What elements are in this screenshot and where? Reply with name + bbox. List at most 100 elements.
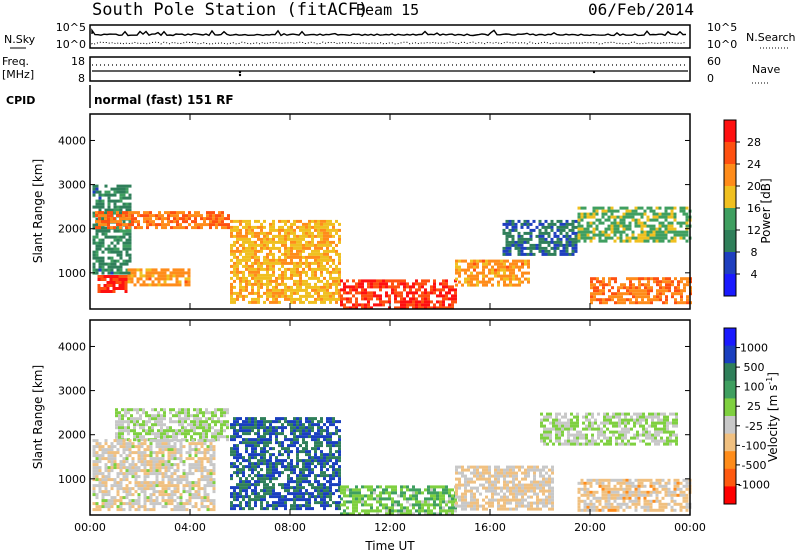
scatter-region xyxy=(455,465,554,511)
scatter-cell xyxy=(520,249,524,253)
scatter-cell xyxy=(101,475,105,479)
scatter-cell xyxy=(164,445,168,449)
scatter-cell xyxy=(130,277,134,281)
scatter-cell xyxy=(143,493,147,497)
scatter-cell xyxy=(323,453,326,457)
scatter-cell xyxy=(509,271,512,275)
scatter-cell xyxy=(106,290,110,293)
scatter-cell xyxy=(602,301,605,305)
scatter-cell xyxy=(164,502,168,506)
scatter-cell xyxy=(512,489,515,493)
scatter-cell xyxy=(209,475,213,479)
scatter-cell xyxy=(239,294,242,298)
scatter-cell xyxy=(125,253,129,257)
scatter-cell xyxy=(680,295,683,299)
scatter-cell xyxy=(182,490,186,494)
scatter-cell xyxy=(311,462,314,466)
scatter-cell xyxy=(263,291,266,295)
scatter-cell xyxy=(314,417,317,421)
scatter-cell xyxy=(266,444,269,448)
scatter-cell xyxy=(154,417,157,421)
scatter-cell xyxy=(239,492,242,496)
scatter-cell xyxy=(275,285,278,289)
scatter-cell xyxy=(590,283,593,287)
scatter-cell xyxy=(604,236,608,240)
scatter-cell xyxy=(674,277,677,281)
scatter-cell xyxy=(170,490,174,494)
scatter-cell xyxy=(122,451,126,455)
scatter-cell xyxy=(577,227,581,231)
scatter-cell xyxy=(184,408,187,412)
scatter-cell xyxy=(343,491,346,495)
scatter-cell xyxy=(323,237,326,241)
scatter-cell xyxy=(673,233,677,237)
scatter-cell xyxy=(521,274,524,278)
scatter-cell xyxy=(326,468,329,472)
scatter-cell xyxy=(418,488,421,492)
scatter-cell xyxy=(430,503,433,507)
scatter-cell xyxy=(538,234,542,238)
scatter-region xyxy=(230,417,341,511)
scatter-cell xyxy=(343,303,346,307)
scatter-cell xyxy=(604,212,608,216)
scatter-cell xyxy=(205,426,208,430)
scatter-cell xyxy=(517,219,521,223)
scatter-cell xyxy=(230,504,233,508)
scatter-cell xyxy=(266,426,269,430)
scatter-cell xyxy=(412,285,415,289)
scatter-cell xyxy=(619,239,623,243)
scatter-cell xyxy=(506,283,509,287)
scatter-cell xyxy=(571,237,575,241)
scatter-cell xyxy=(427,497,430,501)
scatter-cell xyxy=(251,231,254,235)
scatter-cell xyxy=(320,441,323,445)
scatter-cell xyxy=(602,280,605,284)
scatter-cell xyxy=(107,475,111,479)
scatter-cell xyxy=(677,301,680,305)
scatter-cell xyxy=(194,463,198,467)
scatter-cell xyxy=(260,420,263,424)
scatter-cell xyxy=(260,273,263,277)
scatter-cell xyxy=(101,490,105,494)
scatter-cell xyxy=(254,273,257,277)
scatter-cell xyxy=(193,432,196,436)
scatter-cell xyxy=(308,474,311,478)
scatter-cell xyxy=(104,235,108,239)
scatter-cell xyxy=(335,489,338,493)
scatter-cell xyxy=(482,280,485,284)
scatter-cell xyxy=(193,408,196,412)
scatter-cell xyxy=(308,261,311,265)
scatter-cell xyxy=(203,448,207,452)
scatter-cell xyxy=(631,236,635,240)
scatter-cell xyxy=(367,306,370,310)
scatter-cell xyxy=(448,500,451,504)
scatter-cell xyxy=(635,292,638,296)
scatter-cell xyxy=(559,243,563,247)
scatter-cell xyxy=(296,495,299,499)
scatter-cell xyxy=(305,291,308,295)
scatter-cell xyxy=(151,432,154,436)
scatter-cell xyxy=(161,214,164,218)
scatter-cell xyxy=(494,483,497,487)
scatter-cell xyxy=(169,411,172,415)
scatter-cell xyxy=(242,276,245,280)
scatter-cell xyxy=(458,271,461,275)
scatter-cell xyxy=(158,217,161,221)
scatter-cell xyxy=(394,294,397,298)
scatter-cell xyxy=(592,233,596,237)
scatter-cell xyxy=(320,456,323,460)
scatter-cell xyxy=(608,280,611,284)
scatter-cell xyxy=(223,420,226,424)
scatter-cell xyxy=(505,237,509,241)
scatter-cell xyxy=(260,249,263,253)
scatter-cell xyxy=(133,435,136,439)
scatter-cell xyxy=(418,500,421,504)
scatter-cell xyxy=(149,481,153,485)
scatter-cell xyxy=(418,503,421,507)
scatter-cell xyxy=(305,432,308,436)
scatter-cell xyxy=(488,471,491,475)
scatter-cell xyxy=(326,489,329,493)
scatter-cell xyxy=(293,288,296,292)
scatter-cell xyxy=(110,235,114,239)
scatter-cell xyxy=(275,234,278,238)
